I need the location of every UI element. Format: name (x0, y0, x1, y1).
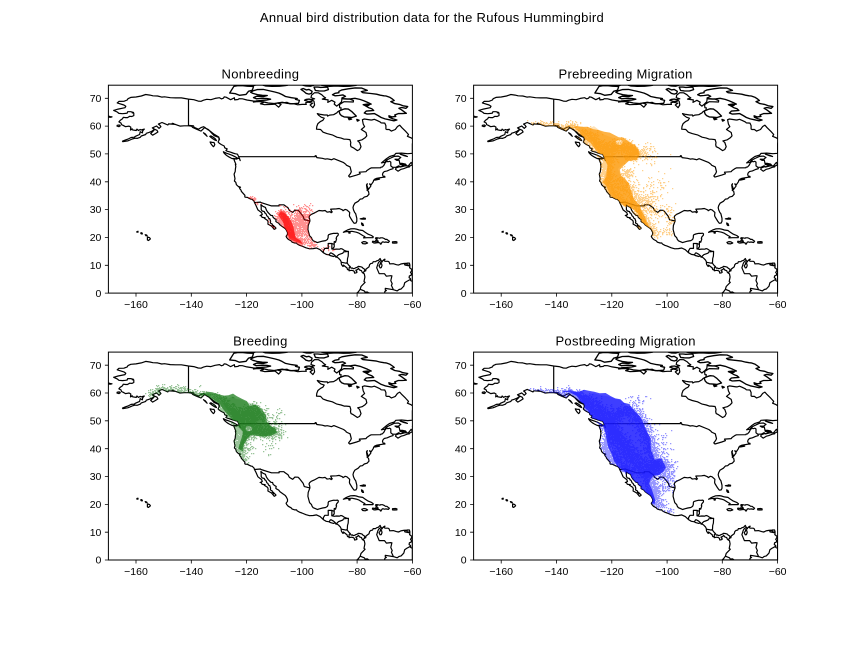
svg-text:−60: −60 (769, 566, 787, 578)
svg-text:Annual bird distribution data: Annual bird distribution data for the Ru… (260, 10, 604, 25)
svg-text:0: 0 (461, 555, 467, 567)
svg-text:Breeding: Breeding (233, 334, 287, 349)
svg-text:60: 60 (90, 121, 102, 133)
svg-text:Prebreeding Migration: Prebreeding Migration (558, 67, 692, 82)
svg-text:50: 50 (90, 415, 102, 427)
svg-text:50: 50 (455, 415, 467, 427)
svg-text:−100: −100 (655, 566, 679, 578)
svg-text:−80: −80 (348, 299, 366, 311)
svg-text:−160: −160 (124, 299, 148, 311)
svg-text:0: 0 (96, 555, 102, 567)
svg-text:−140: −140 (179, 299, 203, 311)
svg-text:60: 60 (455, 388, 467, 400)
svg-text:−100: −100 (290, 566, 314, 578)
svg-text:−80: −80 (348, 566, 366, 578)
svg-text:−160: −160 (124, 566, 148, 578)
svg-text:−120: −120 (235, 299, 259, 311)
svg-text:40: 40 (90, 443, 102, 455)
svg-text:30: 30 (90, 204, 102, 216)
svg-text:20: 20 (90, 232, 102, 244)
svg-text:40: 40 (455, 176, 467, 188)
svg-text:−100: −100 (290, 299, 314, 311)
svg-text:70: 70 (90, 93, 102, 105)
svg-text:−60: −60 (769, 299, 787, 311)
svg-text:−160: −160 (489, 299, 513, 311)
svg-text:70: 70 (90, 360, 102, 372)
svg-text:20: 20 (455, 499, 467, 511)
svg-text:−80: −80 (713, 566, 731, 578)
svg-text:−60: −60 (403, 566, 421, 578)
svg-text:50: 50 (90, 149, 102, 161)
svg-text:40: 40 (455, 443, 467, 455)
svg-text:−140: −140 (545, 566, 569, 578)
svg-text:20: 20 (90, 499, 102, 511)
svg-text:60: 60 (455, 121, 467, 133)
svg-text:20: 20 (455, 232, 467, 244)
svg-text:−140: −140 (179, 566, 203, 578)
svg-text:10: 10 (90, 527, 102, 539)
svg-text:10: 10 (90, 260, 102, 272)
svg-text:30: 30 (455, 471, 467, 483)
svg-text:60: 60 (90, 388, 102, 400)
svg-text:70: 70 (455, 360, 467, 372)
svg-text:30: 30 (455, 204, 467, 216)
svg-text:10: 10 (455, 260, 467, 272)
svg-text:−100: −100 (655, 299, 679, 311)
svg-text:30: 30 (90, 471, 102, 483)
svg-text:10: 10 (455, 527, 467, 539)
svg-text:−160: −160 (489, 566, 513, 578)
svg-text:−60: −60 (403, 299, 421, 311)
svg-text:0: 0 (461, 288, 467, 300)
svg-text:−120: −120 (600, 299, 624, 311)
svg-text:50: 50 (455, 149, 467, 161)
svg-text:Postbreeding Migration: Postbreeding Migration (555, 334, 695, 349)
svg-text:−120: −120 (235, 566, 259, 578)
svg-text:−140: −140 (545, 299, 569, 311)
svg-text:−120: −120 (600, 566, 624, 578)
svg-text:0: 0 (96, 288, 102, 300)
svg-text:−80: −80 (713, 299, 731, 311)
svg-text:Nonbreeding: Nonbreeding (222, 67, 300, 82)
svg-text:70: 70 (455, 93, 467, 105)
svg-text:40: 40 (90, 176, 102, 188)
